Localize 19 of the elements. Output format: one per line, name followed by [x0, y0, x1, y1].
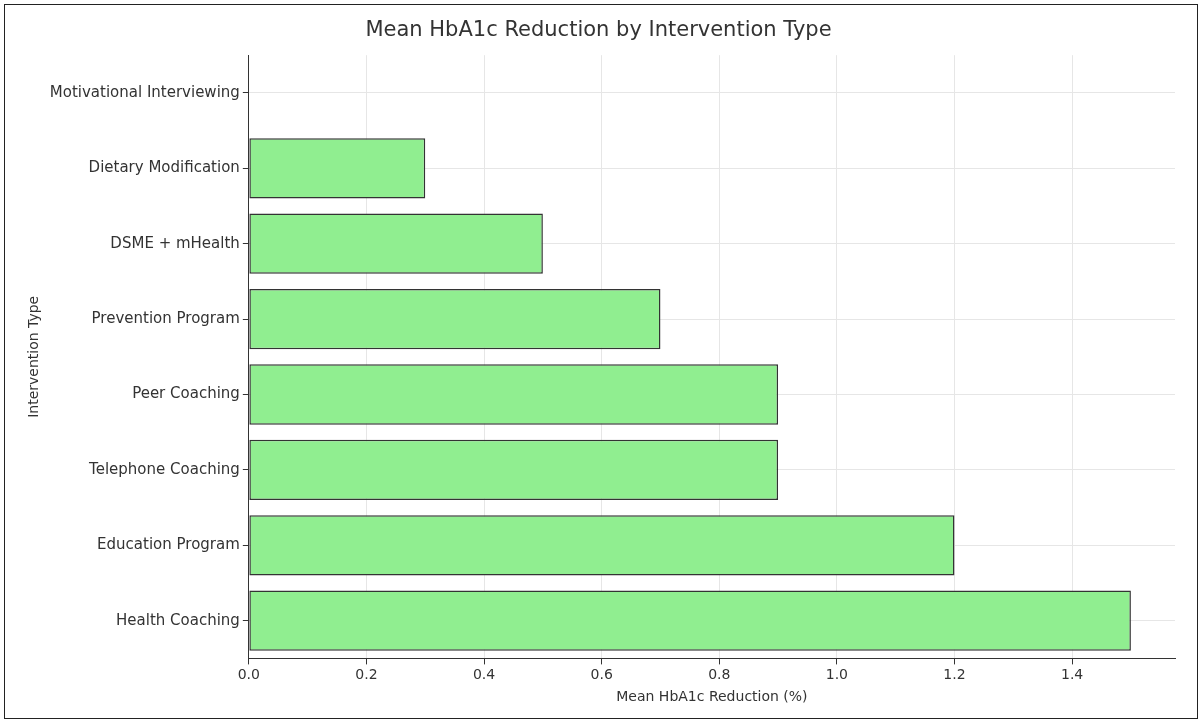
- x-tick-label: 0.4: [472, 666, 496, 683]
- y-axis-title: Intervention Type: [25, 295, 42, 418]
- x-tick-label: 0.6: [590, 666, 613, 683]
- x-tick-label: 0.0: [237, 666, 260, 683]
- y-tick-label: Telephone Coaching: [88, 459, 240, 478]
- y-tick-label: Peer Coaching: [132, 384, 240, 403]
- x-tick-label: 1.0: [825, 666, 849, 683]
- y-tick-label: DSME + mHealth: [110, 233, 240, 252]
- x-tick-label: 1.4: [1060, 666, 1084, 683]
- y-tick-label: Prevention Program: [91, 308, 240, 327]
- y-tick-label: Education Program: [97, 535, 240, 554]
- x-tick-label: 0.2: [355, 666, 378, 683]
- x-tick-label: 1.2: [943, 666, 966, 683]
- y-tick-label: Health Coaching: [116, 610, 240, 629]
- y-tick-label: Motivational Interviewing: [49, 82, 240, 101]
- x-axis-title: Mean HbA1c Reduction (%): [616, 688, 808, 705]
- chart-title: Mean HbA1c Reduction by Intervention Type: [365, 17, 832, 42]
- y-tick-label: Dietary Modification: [88, 158, 240, 177]
- x-tick-label: 0.8: [708, 666, 731, 683]
